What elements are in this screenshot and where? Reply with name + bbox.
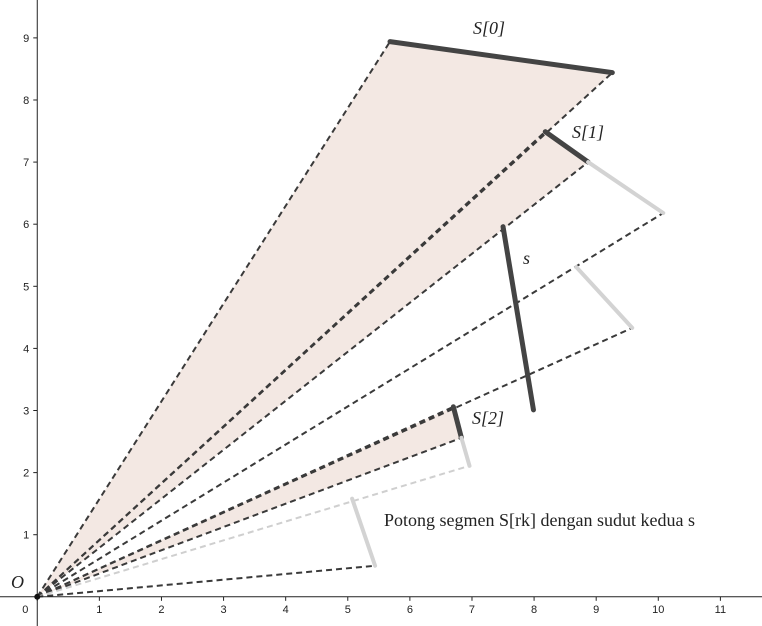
y-tick-label: 6: [23, 219, 29, 231]
x-tick-label: 6: [407, 604, 413, 616]
x-tick-label: 0: [22, 604, 28, 616]
x-tick-label: 5: [345, 604, 351, 616]
ray: [36, 326, 633, 598]
ray: [36, 212, 664, 598]
ray: [36, 161, 589, 598]
x-tick-label: 3: [221, 604, 227, 616]
y-tick-label: 9: [23, 33, 29, 45]
y-tick-label: 5: [23, 281, 29, 293]
sector-fill: [37, 41, 613, 597]
origin-point: [34, 593, 41, 600]
segment: [450, 404, 464, 441]
origin-label: O: [11, 572, 24, 592]
segments: [350, 39, 666, 568]
segment: [350, 496, 378, 568]
segment-label: S[1]: [572, 122, 604, 142]
segment: [574, 265, 635, 330]
x-tick-label: 2: [158, 604, 164, 616]
segment: [586, 160, 666, 216]
x-tick-label: 9: [593, 604, 599, 616]
y-tick-label: 4: [23, 343, 29, 355]
x-tick-label: 11: [715, 604, 726, 616]
segment: [542, 129, 591, 165]
sector-fill: [37, 131, 589, 597]
segment-label: S[0]: [473, 18, 505, 38]
ray: [36, 436, 462, 598]
segment: [387, 39, 615, 76]
x-tick-label: 7: [469, 604, 475, 616]
rays: [36, 41, 664, 598]
ray: [36, 464, 470, 598]
segment-label: s: [523, 248, 530, 268]
x-tick-label: 4: [283, 604, 289, 616]
caption: Potong segmen S[rk] dengan sudut kedua s: [384, 510, 695, 530]
ray: [36, 405, 454, 598]
y-tick-label: 3: [23, 406, 29, 418]
x-tick-label: 8: [531, 604, 537, 616]
y-tick-label: 7: [23, 157, 29, 169]
x-tick-label: 10: [652, 604, 664, 616]
y-tick-label: 8: [23, 95, 29, 107]
y-tick-label: 2: [23, 468, 29, 480]
ray: [37, 564, 376, 598]
y-tick-label: 1: [23, 530, 29, 542]
segment: [500, 224, 536, 413]
ray: [36, 130, 546, 598]
x-tick-label: 1: [96, 604, 102, 616]
segment-label: S[2]: [472, 408, 504, 428]
segment: [459, 435, 472, 468]
